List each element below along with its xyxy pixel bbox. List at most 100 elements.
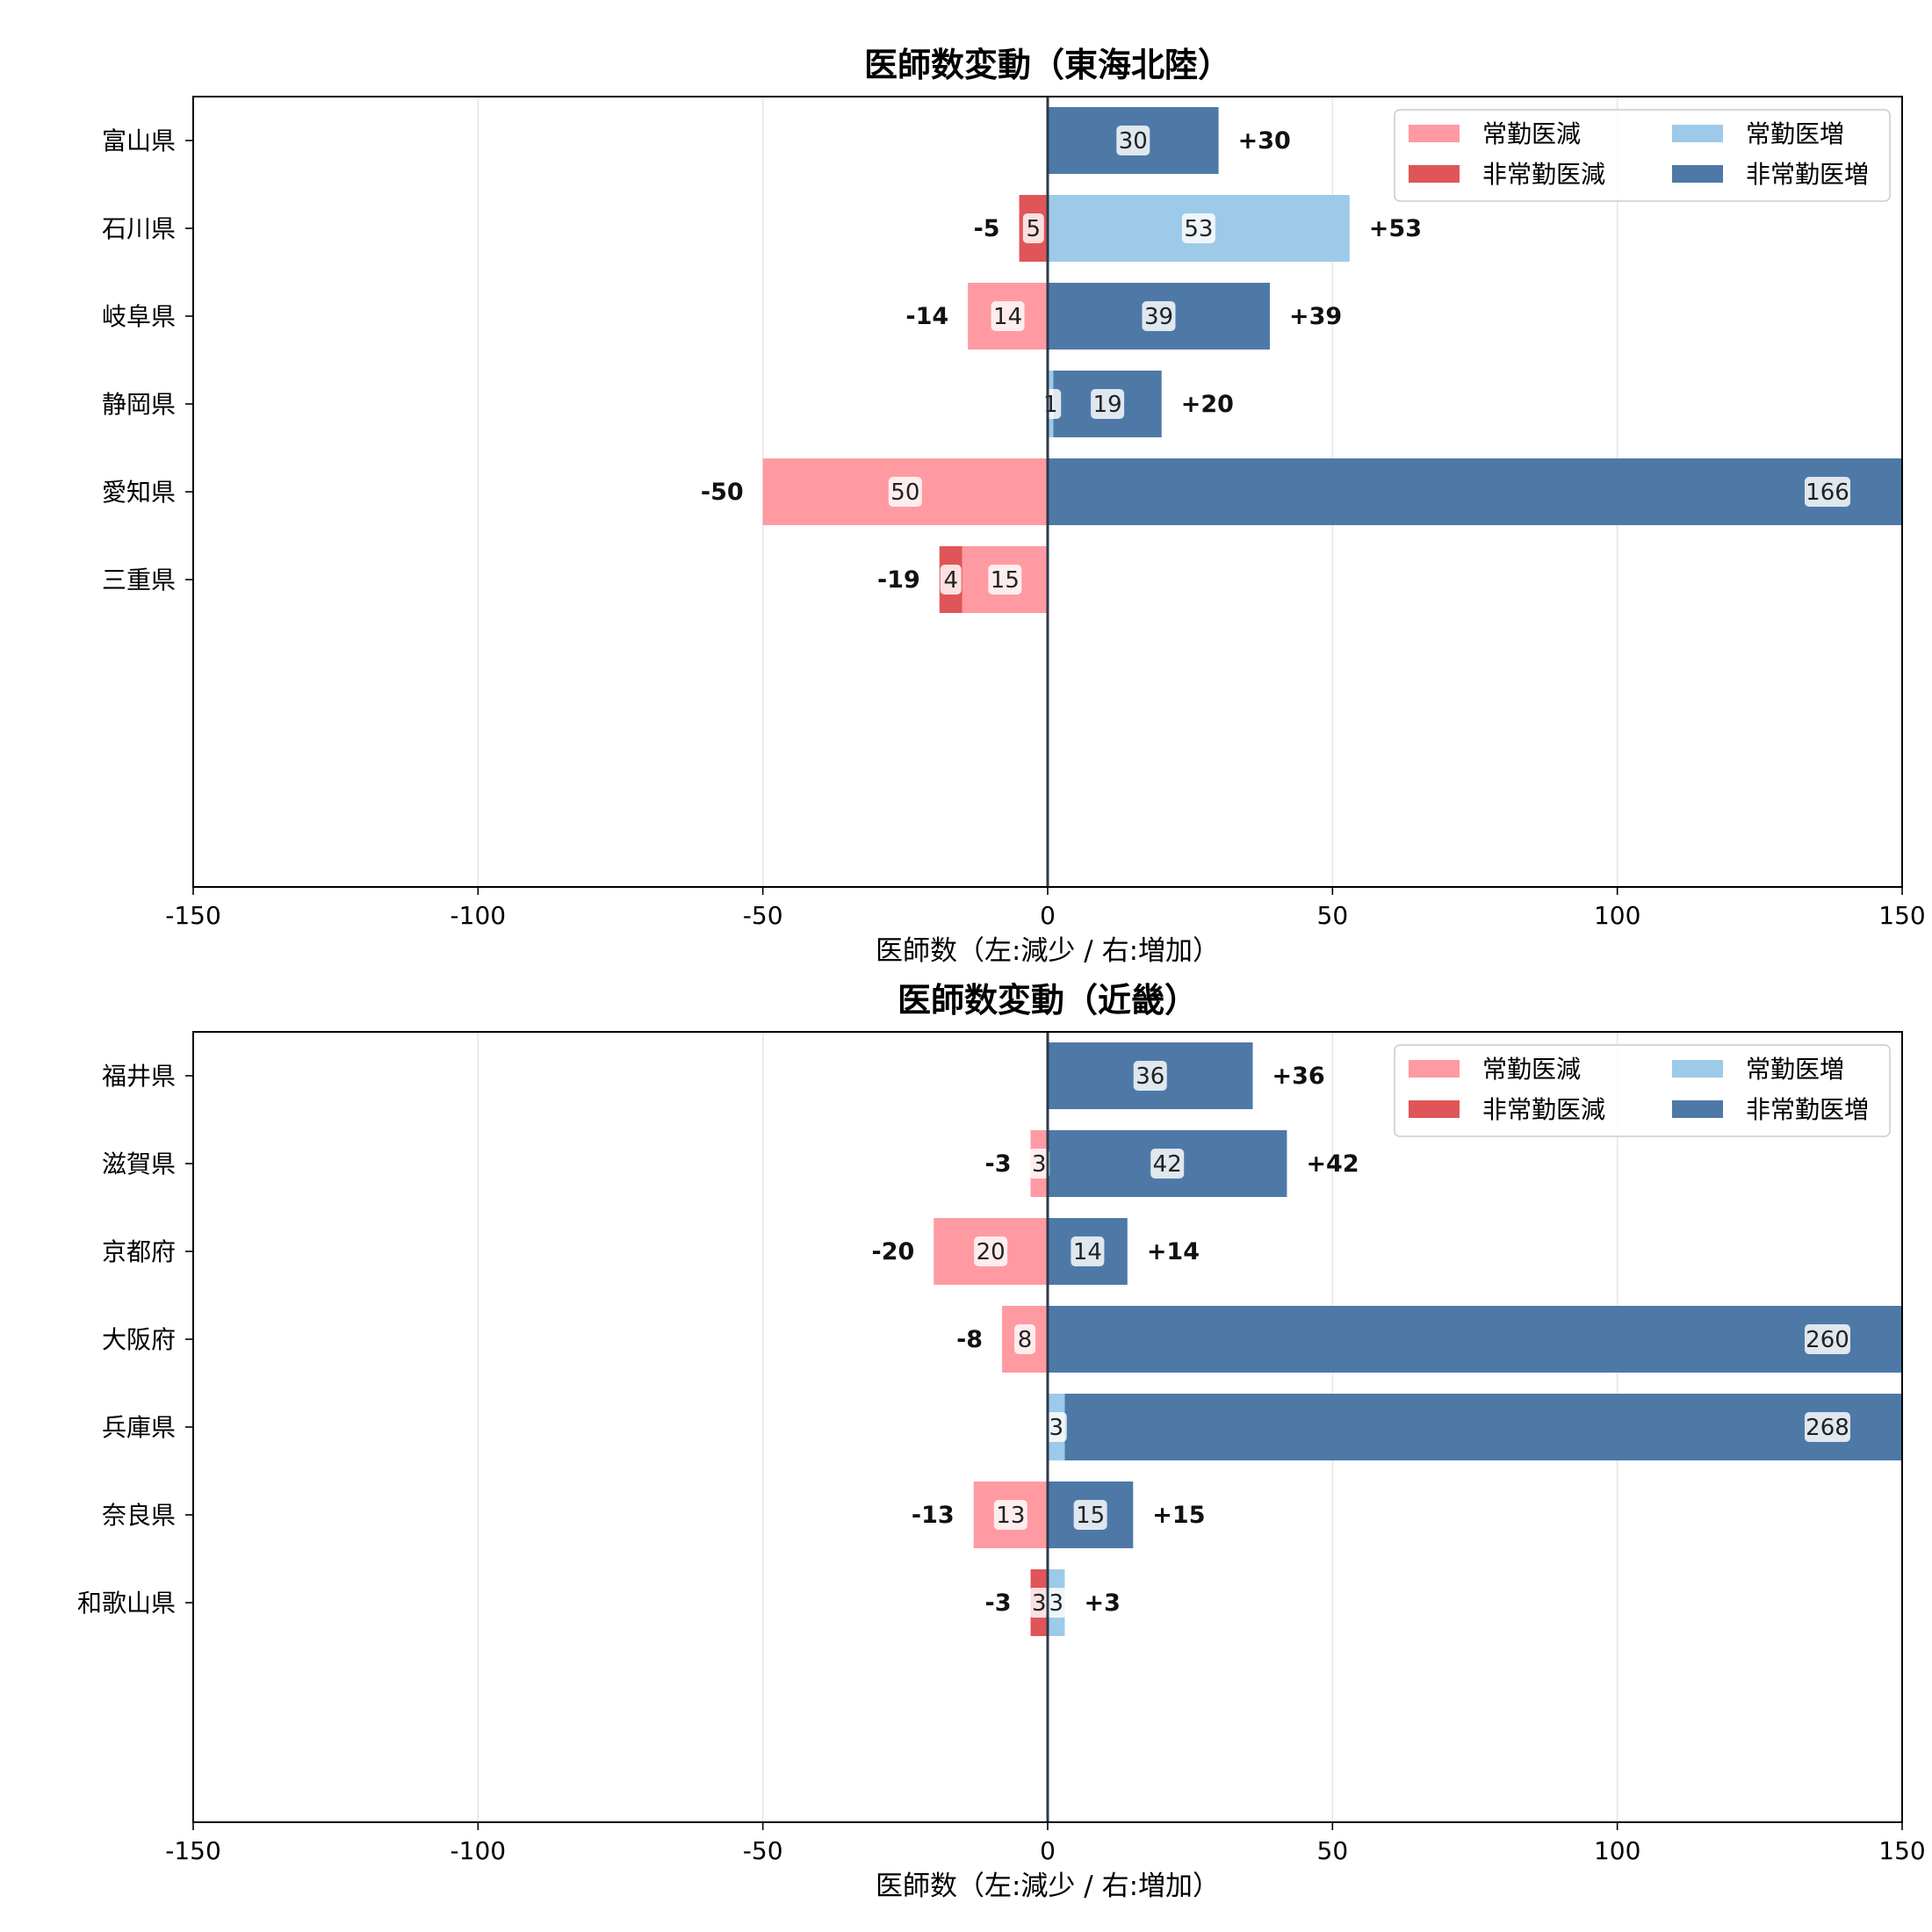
x-tick-label: 0 [1040, 1836, 1056, 1865]
data-label-box [988, 565, 1022, 595]
data-label-box [1805, 1324, 1850, 1354]
data-label: 8 [1018, 1327, 1033, 1353]
data-label-box [1040, 389, 1062, 419]
x-tick-label: -100 [451, 901, 507, 930]
data-label: 4 [943, 567, 958, 594]
legend-label: 常勤医減 [1482, 119, 1581, 148]
x-tick-label: -150 [165, 1836, 221, 1865]
data-label-box [1133, 1061, 1167, 1091]
x-tick-label: 0 [1040, 901, 1056, 930]
total-decrease-label: -3 [985, 1590, 1012, 1617]
data-label: 53 [1184, 216, 1213, 242]
y-tick-label: 滋賀県 [102, 1150, 176, 1179]
y-tick-label: 京都府 [102, 1237, 176, 1266]
y-tick-label: 福井県 [102, 1062, 176, 1091]
total-decrease-label: -5 [974, 215, 1000, 242]
total-increase-label: +14 [1147, 1238, 1200, 1265]
data-label-box [940, 565, 962, 595]
x-axis-label: 医師数（左:減少 / 右:増加） [876, 935, 1220, 967]
legend-swatch [1409, 125, 1460, 142]
data-label: 1 [1043, 392, 1058, 418]
data-label: 166 [1806, 479, 1849, 506]
data-label: 20 [977, 1239, 1006, 1265]
y-tick-label: 大阪府 [102, 1325, 176, 1354]
bar-非常勤医増 [1048, 458, 1902, 525]
total-decrease-label: -3 [985, 1150, 1012, 1178]
data-label-box [1091, 389, 1125, 419]
total-increase-label: +42 [1306, 1150, 1359, 1178]
chart-title: 医師数変動（東海北陸） [864, 46, 1231, 84]
data-label-box [1142, 301, 1176, 331]
x-tick-label: 150 [1878, 901, 1925, 930]
data-label: 39 [1144, 304, 1173, 330]
y-tick-label: 愛知県 [102, 478, 176, 507]
x-tick-label: 50 [1317, 901, 1349, 930]
data-label: 50 [890, 479, 919, 506]
data-label: 3 [1032, 1151, 1047, 1178]
data-label-box [974, 1236, 1008, 1266]
data-label: 14 [1073, 1239, 1102, 1265]
total-increase-label: +20 [1181, 391, 1234, 418]
x-tick-label: -150 [165, 901, 221, 930]
data-label: 268 [1806, 1415, 1849, 1441]
legend-label: 非常勤医減 [1482, 1095, 1605, 1124]
data-label: 15 [1076, 1503, 1105, 1529]
total-increase-label: +15 [1152, 1502, 1205, 1529]
x-tick-label: -50 [743, 901, 783, 930]
legend-swatch [1672, 165, 1723, 183]
legend-swatch [1409, 1100, 1460, 1118]
x-tick-label: 150 [1878, 1836, 1925, 1865]
y-tick-label: 石川県 [102, 214, 176, 243]
total-increase-label: +39 [1289, 303, 1342, 330]
legend-swatch [1672, 125, 1723, 142]
y-tick-label: 和歌山県 [77, 1589, 176, 1618]
total-decrease-label: -13 [912, 1502, 955, 1529]
data-label-box [1805, 1412, 1850, 1442]
data-label-box [1028, 1588, 1050, 1618]
total-increase-label: +3 [1084, 1590, 1120, 1617]
total-decrease-label: -20 [871, 1238, 914, 1265]
data-label: 3 [1049, 1590, 1063, 1617]
chart-panel-1: 30 +30 富山県 5 53 -5 +53 石川県 14 39 -14 +39 岐阜県 1 19 +20 静岡… [102, 46, 1926, 967]
data-label-box [1150, 1149, 1185, 1179]
y-tick-label: 奈良県 [102, 1501, 176, 1530]
legend-swatch [1409, 1060, 1460, 1078]
bar-非常勤医増 [1048, 1306, 1902, 1373]
data-label: 260 [1806, 1327, 1849, 1353]
legend-label: 非常勤医増 [1746, 1095, 1869, 1124]
legend-box [1394, 109, 1891, 202]
x-tick-label: -50 [743, 1836, 783, 1865]
legend-swatch [1672, 1060, 1723, 1078]
y-tick-label: 兵庫県 [102, 1413, 176, 1442]
data-label: 15 [991, 567, 1020, 594]
legend-label: 非常勤医増 [1746, 160, 1869, 189]
x-tick-label: -100 [451, 1836, 507, 1865]
total-decrease-label: -14 [905, 303, 948, 330]
data-label-box [1805, 477, 1850, 507]
data-label-box [1116, 126, 1150, 155]
legend-label: 常勤医増 [1746, 119, 1844, 148]
data-label: 5 [1027, 216, 1042, 242]
data-label-box [993, 1500, 1027, 1530]
total-decrease-label: -50 [701, 479, 744, 506]
x-tick-label: 100 [1594, 901, 1640, 930]
data-label-box [1181, 213, 1215, 243]
data-label: 3 [1049, 1415, 1063, 1441]
bar-非常勤医増 [1064, 1394, 1902, 1460]
y-tick-label: 静岡県 [102, 390, 176, 419]
legend-box [1394, 1044, 1891, 1137]
data-label-box [1022, 213, 1044, 243]
total-increase-label: +53 [1369, 215, 1422, 242]
data-label-box [888, 477, 922, 507]
total-increase-label: +30 [1238, 127, 1291, 155]
x-tick-label: 50 [1317, 1836, 1349, 1865]
total-decrease-label: -19 [877, 566, 920, 594]
data-label: 13 [996, 1503, 1025, 1529]
data-label-box [1073, 1500, 1107, 1530]
chart-title: 医師数変動（近畿） [898, 981, 1198, 1020]
legend-label: 常勤医増 [1746, 1055, 1844, 1084]
data-label: 36 [1135, 1063, 1164, 1090]
